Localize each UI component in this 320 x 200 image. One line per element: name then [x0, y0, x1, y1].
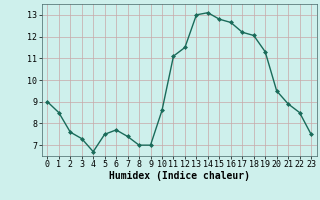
- X-axis label: Humidex (Indice chaleur): Humidex (Indice chaleur): [109, 171, 250, 181]
